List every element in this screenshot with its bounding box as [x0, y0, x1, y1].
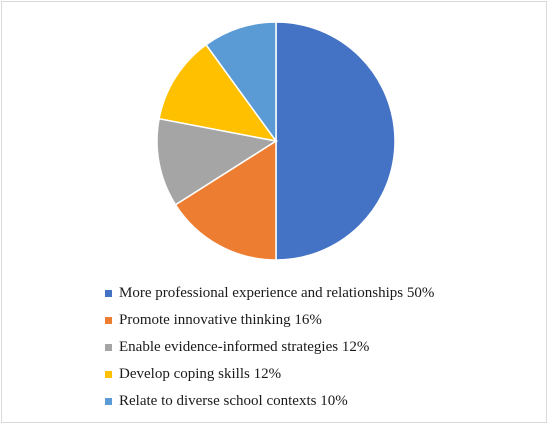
- pie-slice-innovative-thinking: [174, 139, 277, 261]
- legend-label-diverse-contexts: Relate to diverse school contexts 10%: [119, 393, 348, 409]
- legend-entry-innovative-thinking: Promote innovative thinking 16%: [105, 307, 434, 334]
- legend-label-evidence-informed: Enable evidence-informed strategies 12%: [119, 339, 370, 355]
- legend-entry-diverse-contexts: Relate to diverse school contexts 10%: [105, 388, 434, 415]
- pie-slice-evidence-informed: [156, 117, 279, 206]
- pie-slice-diverse-contexts: [205, 21, 277, 144]
- legend-swatch-coping-skills: [105, 371, 112, 378]
- legend-swatch-diverse-contexts: [105, 398, 112, 405]
- legend-label-coping-skills: Develop coping skills 12%: [119, 366, 282, 382]
- legend-label-professional-experience: More professional experience and relatio…: [119, 285, 435, 301]
- legend-swatch-evidence-informed: [105, 344, 112, 351]
- pie-slice-coping-skills: [158, 43, 278, 143]
- legend-swatch-professional-experience: [105, 290, 112, 297]
- legend: More professional experience and relatio…: [105, 280, 434, 415]
- legend-swatch-innovative-thinking: [105, 317, 112, 324]
- legend-entry-professional-experience: More professional experience and relatio…: [105, 280, 434, 307]
- legend-label-innovative-thinking: Promote innovative thinking 16%: [119, 312, 322, 328]
- legend-entry-evidence-informed: Enable evidence-informed strategies 12%: [105, 334, 434, 361]
- pie-slice-professional-experience: [275, 21, 396, 261]
- legend-entry-coping-skills: Develop coping skills 12%: [105, 361, 434, 388]
- pie-slices: [156, 21, 396, 261]
